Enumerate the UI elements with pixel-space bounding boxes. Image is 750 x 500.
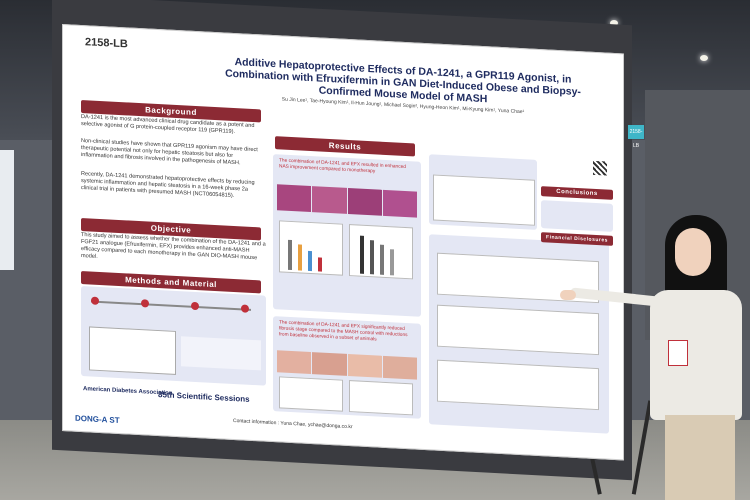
presenter-pants: [665, 415, 735, 500]
qr-code: [593, 160, 607, 176]
methods-panel: [81, 285, 266, 386]
company-logo: DONG-A ST: [75, 413, 120, 426]
results-panel-nas: The combination of DA-1241 and EFX resul…: [273, 154, 421, 317]
presenter-hand: [560, 290, 576, 300]
research-poster: 2158-LB Additive Hepatoprotective Effect…: [62, 24, 624, 461]
gene-chart-row-3: [437, 359, 599, 411]
results-heading: Results: [275, 136, 415, 157]
presenter-jacket: [650, 290, 742, 420]
ceiling-light: [700, 55, 708, 61]
nas-bar-chart: [279, 220, 343, 276]
study-timeline: [91, 300, 251, 311]
timeline-marker: [191, 301, 199, 311]
dosing-box: [181, 336, 261, 371]
result-1-text: The combination of DA-1241 and EFX resul…: [279, 158, 406, 175]
conclusions-heading: Conclusions: [541, 186, 613, 200]
results-panel-liver: [429, 154, 537, 230]
fibrosis-images: [277, 350, 417, 380]
nas-stacked-chart: [349, 224, 413, 280]
results-panel-fibrosis: The combination of DA-1241 and EFX signi…: [273, 316, 421, 419]
conclusions-panel: [541, 200, 613, 232]
scientific-sessions-logo: 85th Scientific Sessions: [158, 390, 250, 404]
neighbor-poster-edge: [0, 150, 14, 270]
timeline-marker: [141, 299, 149, 308]
background-text-2: Non-clinical studies have shown that GPR…: [81, 137, 258, 167]
histology-images: [277, 184, 417, 218]
ceiling-light: [610, 20, 618, 26]
poster-number-tag: 2158-LB: [628, 125, 644, 149]
liver-weight-charts: [433, 174, 535, 226]
gene-chart-row-2: [437, 304, 599, 356]
fibrosis-bar-chart: [279, 376, 343, 412]
results-panel-genes: [429, 234, 609, 434]
background-text-3: Recently, DA-1241 demonstrated hepatopro…: [81, 170, 255, 200]
timeline-marker: [241, 304, 249, 313]
contact-info: Contact information : Yuna Chae, ychae@d…: [233, 417, 353, 431]
group-table: [89, 326, 176, 375]
presenter-face: [675, 228, 711, 276]
fibrosis-stage-chart: [349, 380, 413, 416]
name-badge: [668, 340, 688, 366]
poster-id: 2158-LB: [85, 36, 128, 51]
result-2-text: The combination of DA-1241 and EFX signi…: [279, 320, 408, 343]
timeline-marker: [91, 296, 99, 305]
